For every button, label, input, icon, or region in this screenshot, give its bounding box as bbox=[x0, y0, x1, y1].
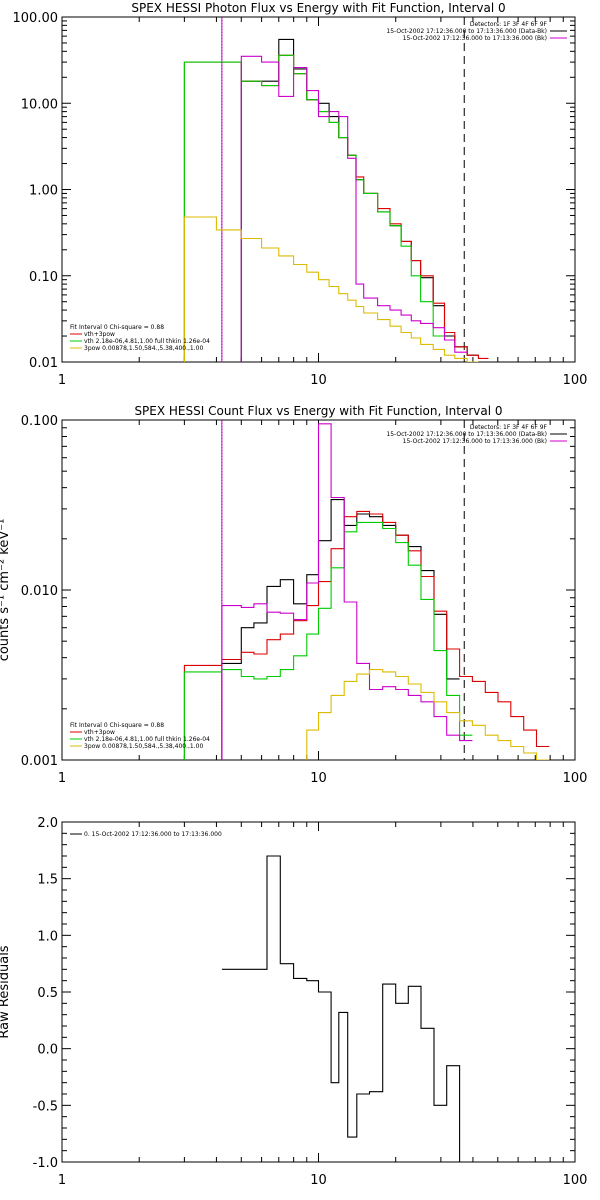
x-tick-label: 10 bbox=[310, 373, 327, 388]
data-series-0 bbox=[221, 499, 460, 760]
header-line: 15-Oct-2002 17:12:36.000 to 17:13:36.000… bbox=[403, 438, 547, 445]
x-tick-label: 1 bbox=[58, 1173, 66, 1188]
plot-frame bbox=[61, 16, 576, 363]
y-tick-label: 100.00 bbox=[13, 11, 59, 26]
data-series-0 bbox=[221, 855, 468, 1162]
x-tick-label: 1 bbox=[58, 771, 66, 786]
x-tick-label: 100 bbox=[563, 1173, 588, 1188]
data-series-0 bbox=[240, 38, 479, 362]
y-tick-label: 1.5 bbox=[37, 873, 58, 888]
data-series-2 bbox=[183, 521, 473, 760]
legend-label: 3pow 0.00878,1.50,584.,5.38,400.,1.00 bbox=[84, 743, 203, 750]
y-axis-label: Raw Residuals bbox=[0, 945, 12, 1038]
y-axis-label: counts s⁻¹ cm⁻² keV⁻¹ bbox=[0, 519, 12, 662]
data-series-3 bbox=[221, 423, 473, 760]
x-tick-label: 10 bbox=[310, 1173, 327, 1188]
data-series-3 bbox=[240, 55, 468, 362]
legend-label: vth+3pow bbox=[84, 331, 115, 338]
y-tick-label: 0.01 bbox=[29, 356, 58, 371]
header-line: 15-Oct-2002 17:12:36.000 to 17:13:36.000… bbox=[386, 28, 547, 35]
legend-label: 0. 15-Oct-2002 17:12:36.000 to 17:13:36.… bbox=[84, 831, 222, 838]
data-series-2 bbox=[183, 54, 445, 362]
x-tick-label: 1 bbox=[58, 373, 66, 388]
y-tick-label: 0.0 bbox=[37, 1043, 58, 1058]
y-tick-label: 0.001 bbox=[21, 754, 58, 769]
x-tick-label: 10 bbox=[310, 771, 327, 786]
legend-label: vth 2.18e-06,4.81,1.00 full thkin 1.26e-… bbox=[84, 338, 210, 345]
fit-info: Fit Interval 0 Chi-square = 0.88 bbox=[70, 324, 164, 331]
data-series-4 bbox=[183, 216, 479, 362]
chart-title: SPEX HESSI Count Flux vs Energy with Fit… bbox=[134, 404, 502, 418]
y-tick-label: 2.0 bbox=[37, 816, 58, 831]
legend-label: vth+3pow bbox=[84, 729, 115, 736]
y-tick-label: 1.0 bbox=[37, 929, 58, 944]
x-tick-label: 100 bbox=[563, 373, 588, 388]
chart-title: SPEX HESSI Photon Flux vs Energy with Fi… bbox=[131, 1, 505, 15]
header-line: 15-Oct-2002 17:12:36.000 to 17:13:36.000… bbox=[403, 35, 547, 42]
y-tick-label: -1.0 bbox=[33, 1156, 58, 1171]
y-tick-label: 0.010 bbox=[21, 584, 58, 599]
x-tick-label: 100 bbox=[563, 771, 588, 786]
y-tick-label: 1.00 bbox=[29, 184, 58, 199]
fit-info: Fit Interval 0 Chi-square = 0.88 bbox=[70, 722, 164, 729]
y-tick-label: 0.5 bbox=[37, 986, 58, 1001]
legend-label: vth 2.18e-06,4.81,1.00 full thkin 1.26e-… bbox=[84, 736, 210, 743]
y-tick-label: 0.100 bbox=[21, 414, 58, 429]
y-tick-label: -0.5 bbox=[33, 1099, 58, 1114]
data-series-1 bbox=[183, 54, 489, 362]
data-series-4 bbox=[306, 669, 550, 760]
legend-label: 3pow 0.00878,1.50,584.,5.38,400.,1.00 bbox=[84, 345, 203, 352]
y-tick-label: 0.10 bbox=[29, 270, 58, 285]
data-series-1 bbox=[183, 510, 550, 760]
y-tick-label: 10.00 bbox=[21, 97, 58, 112]
header-line: 15-Oct-2002 17:12:36.000 to 17:13:36.000… bbox=[386, 431, 547, 438]
header-line: Detectors: 1F 3F 4F 6F 9F bbox=[470, 424, 548, 431]
header-line: Detectors: 1F 3F 4F 6F 9F bbox=[470, 21, 548, 28]
